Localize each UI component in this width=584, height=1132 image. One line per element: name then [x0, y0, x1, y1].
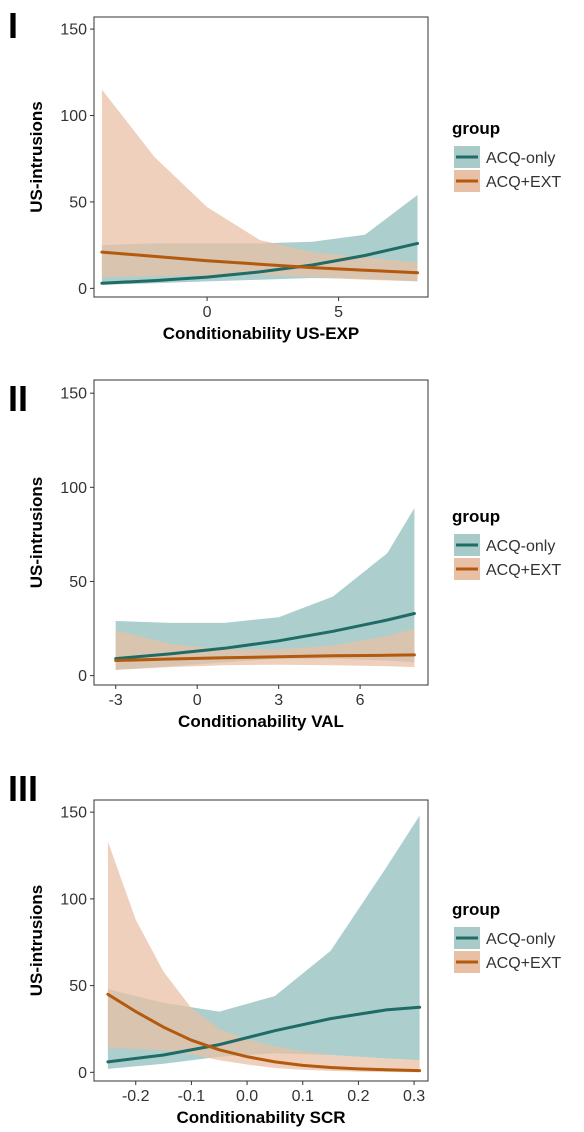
x-tick-label: -0.2: [122, 1088, 150, 1105]
ci-band-acq-only: [107, 815, 420, 1069]
panel-label: II: [8, 378, 28, 419]
panel-border: [93, 379, 429, 686]
legend-item-acq-only: ACQ-only: [454, 534, 555, 556]
legend-label: ACQ+EXT: [486, 174, 561, 191]
y-axis-label: US-intrusions: [27, 477, 46, 588]
x-axis-label: Conditionability US-EXP: [163, 324, 359, 343]
x-tick-label: 3: [274, 692, 283, 709]
legend: group ACQ-only ACQ+EXT: [452, 900, 561, 973]
plot-area: [106, 815, 422, 1073]
panel-border: [93, 799, 429, 1082]
x-tick-label: 0.1: [292, 1088, 314, 1105]
legend-label: ACQ-only: [486, 538, 555, 555]
x-axis-label: Conditionability SCR: [176, 1108, 345, 1127]
line-acq-ext: [114, 653, 416, 662]
y-tick-label: 150: [60, 805, 87, 822]
line-acq-only: [100, 241, 419, 285]
y-tick-label: 100: [60, 480, 87, 497]
line-acq-ext: [100, 250, 419, 275]
legend-label: ACQ+EXT: [486, 955, 561, 972]
legend-item-acq-ext: ACQ+EXT: [454, 951, 561, 973]
y-axis-label: US-intrusions: [27, 885, 46, 996]
x-tick-label: 0.0: [236, 1088, 258, 1105]
legend-item-acq-ext: ACQ+EXT: [454, 170, 561, 192]
y-tick-label: 50: [69, 978, 87, 995]
legend-label: ACQ+EXT: [486, 562, 561, 579]
panel-label: III: [8, 768, 38, 809]
y-tick-label: 100: [60, 891, 87, 908]
panel-border: [93, 16, 429, 298]
y-tick-label: 100: [60, 108, 87, 125]
panel-2: 0 50 100 150 -3 0 3 6 Conditionability VAL US-int…: [8, 378, 561, 731]
y-tick-label: 0: [78, 1065, 87, 1082]
x-axis-label: Conditionability VAL: [178, 712, 344, 731]
ci-band-acq-ext: [107, 841, 420, 1073]
legend-item-acq-only: ACQ-only: [454, 927, 555, 949]
plot-area: [114, 508, 416, 670]
legend: group ACQ-only ACQ+EXT: [452, 119, 561, 192]
x-tick-label: 0: [203, 304, 212, 321]
x-tick-label: 5: [334, 304, 343, 321]
line-acq-ext: [106, 992, 422, 1073]
legend-label: ACQ-only: [486, 150, 555, 167]
ci-band-acq-ext: [101, 89, 418, 282]
y-axis-label: US-intrusions: [27, 101, 46, 212]
plot-area: [100, 89, 419, 285]
y-tick-label: 150: [60, 22, 87, 39]
panel-1: 0 50 100 150 0 5 Conditionability US-EXP US-int…: [8, 5, 561, 343]
legend-item-acq-ext: ACQ+EXT: [454, 558, 561, 580]
y-tick-label: 50: [69, 194, 87, 211]
panel-3: 0 50 100 150 -0.2 -0.1 0.0 0.1 0.2 0.3 Conditionab…: [8, 768, 561, 1127]
legend-item-acq-only: ACQ-only: [454, 146, 555, 168]
y-tick-label: 50: [69, 574, 87, 591]
legend: group ACQ-only ACQ+EXT: [452, 507, 561, 580]
legend-label: ACQ-only: [486, 931, 555, 948]
line-acq-only: [114, 612, 416, 661]
legend-title: group: [452, 900, 500, 919]
legend-title: group: [452, 507, 500, 526]
x-tick-label: 0.3: [403, 1088, 425, 1105]
panel-label: I: [8, 5, 18, 46]
y-tick-label: 0: [78, 281, 87, 298]
line-acq-only: [106, 1005, 422, 1064]
legend-title: group: [452, 119, 500, 138]
y-tick-label: 0: [78, 668, 87, 685]
x-tick-label: -3: [109, 692, 123, 709]
x-tick-label: 0.2: [347, 1088, 369, 1105]
y-tick-label: 150: [60, 386, 87, 403]
x-tick-label: 0: [193, 692, 202, 709]
x-tick-label: -0.1: [178, 1088, 206, 1105]
x-tick-label: 6: [356, 692, 365, 709]
